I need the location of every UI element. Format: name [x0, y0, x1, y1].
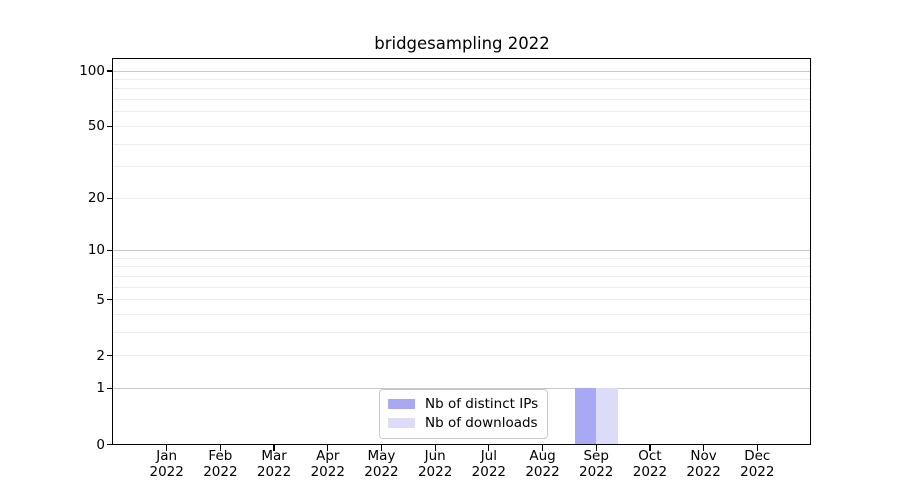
y-gridline-minor: [113, 257, 811, 259]
x-tick-month: Dec: [744, 448, 771, 464]
x-tick-year: 2022: [525, 463, 560, 480]
x-tick-mark: [649, 445, 651, 451]
y-tick-label: 0: [96, 436, 105, 453]
y-gridline-major: [113, 387, 811, 389]
y-gridline-minor: [113, 111, 811, 113]
x-tick-month: Feb: [208, 448, 233, 464]
x-tick-mark: [488, 445, 490, 451]
y-tick-label: 5: [96, 291, 105, 308]
y-gridline-minor: [113, 299, 811, 301]
y-gridline-minor: [113, 266, 811, 268]
x-tick-year: 2022: [364, 463, 399, 480]
x-tick-label: Mar 2022: [229, 448, 319, 480]
y-gridline-minor: [113, 197, 811, 199]
x-tick-year: 2022: [632, 463, 668, 480]
y-gridline-minor: [113, 313, 811, 315]
legend-label: Nb of distinct IPs: [425, 396, 539, 412]
x-tick-mark: [434, 445, 436, 451]
legend-item: Nb of downloads: [388, 415, 538, 431]
x-tick-label: Dec 2022: [712, 448, 802, 480]
x-tick-month: Nov: [690, 448, 717, 464]
x-tick-mark: [595, 445, 597, 451]
legend-label: Nb of downloads: [425, 415, 538, 431]
x-tick-year: 2022: [417, 463, 453, 480]
x-tick-year: 2022: [740, 463, 775, 480]
y-tick-mark: [106, 249, 113, 252]
y-tick-label: 2: [96, 347, 105, 364]
x-tick-year: 2022: [579, 463, 614, 480]
x-tick-year: 2022: [471, 463, 507, 480]
x-tick-month: May: [367, 448, 396, 464]
y-gridline-minor: [113, 355, 811, 357]
x-tick-label: Feb 2022: [175, 448, 265, 480]
x-tick-label: Oct 2022: [605, 448, 695, 480]
x-tick-month: Oct: [638, 448, 662, 464]
x-tick-month: Jun: [424, 448, 446, 464]
y-gridline-minor: [113, 143, 811, 145]
legend-item: Nb of distinct IPs: [388, 396, 538, 412]
x-tick-year: 2022: [149, 463, 184, 480]
x-tick-mark: [273, 445, 275, 451]
x-tick-year: 2022: [203, 463, 238, 480]
x-tick-mark: [166, 445, 168, 451]
x-tick-month: Apr: [316, 448, 340, 464]
y-gridline-major: [113, 70, 811, 72]
x-tick-year: 2022: [256, 463, 292, 480]
x-tick-label: Apr 2022: [283, 448, 373, 480]
x-tick-mark: [380, 445, 383, 451]
legend: Nb of distinct IPs Nb of downloads: [379, 389, 549, 439]
x-tick-mark: [756, 445, 758, 451]
x-tick-mark: [541, 445, 544, 451]
x-tick-month: Sep: [583, 448, 609, 464]
x-tick-label: Aug 2022: [498, 448, 588, 480]
legend-swatch: [388, 398, 415, 410]
chart-title: bridgesampling 2022: [374, 34, 550, 53]
y-tick-mark: [106, 298, 113, 301]
x-tick-year: 2022: [310, 463, 345, 480]
y-tick-label: 50: [87, 118, 105, 135]
y-gridline-minor: [113, 275, 811, 277]
y-gridline-minor: [113, 125, 811, 127]
y-tick-mark: [106, 443, 113, 446]
y-gridline-minor: [113, 79, 811, 81]
x-tick-label: Sep 2022: [551, 448, 641, 480]
y-tick-mark: [106, 70, 113, 72]
y-tick-label: 10: [87, 242, 105, 259]
y-tick-label: 20: [87, 190, 105, 207]
y-tick-mark: [106, 355, 113, 357]
y-gridline-major: [113, 249, 811, 251]
y-tick-mark: [106, 387, 113, 389]
x-tick-mark: [219, 445, 221, 451]
y-gridline-minor: [113, 286, 811, 288]
x-tick-label: Jan 2022: [122, 448, 212, 480]
legend-swatch: [388, 417, 415, 429]
x-tick-month: Aug: [529, 448, 556, 464]
y-tick-label: 100: [79, 63, 105, 80]
bar: [574, 388, 597, 445]
x-tick-mark: [703, 445, 705, 451]
bar: [596, 388, 618, 445]
x-tick-year: 2022: [686, 463, 721, 480]
y-tick-label: 1: [96, 380, 105, 397]
x-tick-label: Nov 2022: [659, 448, 749, 480]
x-tick-month: Mar: [261, 448, 287, 464]
y-gridline-minor: [113, 166, 811, 168]
y-gridline-minor: [113, 331, 811, 333]
y-gridline-minor: [113, 99, 811, 101]
y-tick-mark: [106, 125, 113, 127]
x-tick-mark: [327, 445, 329, 451]
x-tick-label: May 2022: [336, 448, 426, 480]
x-tick-month: Jan: [156, 448, 178, 464]
x-tick-label: Jul 2022: [444, 448, 534, 480]
y-tick-mark: [106, 197, 113, 199]
y-gridline-minor: [113, 88, 811, 90]
x-tick-month: Jul: [480, 448, 497, 464]
x-tick-label: Jun 2022: [390, 448, 480, 480]
